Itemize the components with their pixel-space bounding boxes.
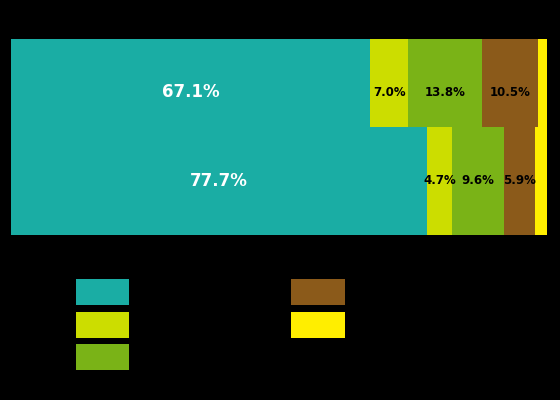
Text: 13.8%: 13.8% bbox=[424, 86, 465, 99]
Text: 77.7%: 77.7% bbox=[190, 172, 248, 190]
FancyBboxPatch shape bbox=[76, 279, 129, 305]
Bar bbox=[504, 127, 535, 234]
Bar bbox=[408, 39, 482, 146]
Text: 5.9%: 5.9% bbox=[503, 174, 536, 187]
Bar bbox=[482, 39, 538, 146]
Bar bbox=[452, 127, 504, 234]
Text: 4.7%: 4.7% bbox=[423, 174, 456, 187]
Text: 7.0%: 7.0% bbox=[373, 86, 405, 99]
Bar bbox=[11, 127, 427, 234]
Bar bbox=[535, 127, 547, 234]
Bar bbox=[371, 39, 408, 146]
Bar bbox=[11, 39, 371, 146]
FancyBboxPatch shape bbox=[291, 312, 344, 338]
Text: 10.5%: 10.5% bbox=[489, 86, 530, 99]
Text: 67.1%: 67.1% bbox=[162, 84, 220, 102]
FancyBboxPatch shape bbox=[76, 312, 129, 338]
FancyBboxPatch shape bbox=[291, 279, 344, 305]
Bar bbox=[538, 39, 547, 146]
Bar bbox=[427, 127, 452, 234]
FancyBboxPatch shape bbox=[76, 344, 129, 370]
Text: 9.6%: 9.6% bbox=[461, 174, 494, 187]
